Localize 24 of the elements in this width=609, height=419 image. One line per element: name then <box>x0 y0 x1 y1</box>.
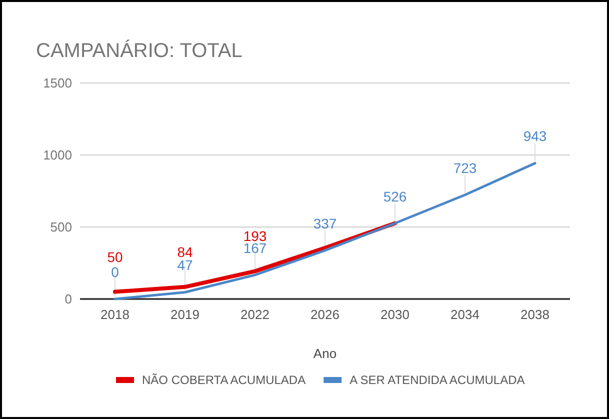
chart-title: CAMPANÁRIO: TOTAL <box>36 39 242 62</box>
data-label: 723 <box>453 160 477 176</box>
legend-label: NÃO COBERTA ACUMULADA <box>142 373 306 388</box>
data-label: 193 <box>243 228 267 244</box>
data-label: 943 <box>523 128 547 144</box>
y-tick-label: 1000 <box>43 148 72 163</box>
x-tick-label: 2034 <box>450 307 480 322</box>
data-label: 526 <box>383 188 407 204</box>
x-tick-label: 2018 <box>100 307 130 322</box>
x-axis-title: Ano <box>313 346 337 361</box>
data-label: 84 <box>177 244 193 260</box>
x-tick-label: 2030 <box>380 307 410 322</box>
data-label: 0 <box>111 264 120 280</box>
legend-label: A SER ATENDIDA ACUMULADA <box>350 373 525 388</box>
data-label: 50 <box>107 248 123 265</box>
x-tick-label: 2038 <box>520 307 550 322</box>
data-label: 337 <box>313 215 337 232</box>
y-tick-label: 1500 <box>43 76 72 91</box>
x-tick-label: 2026 <box>310 307 340 322</box>
y-tick-label: 0 <box>64 292 72 307</box>
x-tick-label: 2019 <box>170 307 200 322</box>
x-tick-label: 2022 <box>240 307 270 322</box>
data-label: 47 <box>177 257 193 274</box>
y-tick-label: 500 <box>50 220 72 235</box>
